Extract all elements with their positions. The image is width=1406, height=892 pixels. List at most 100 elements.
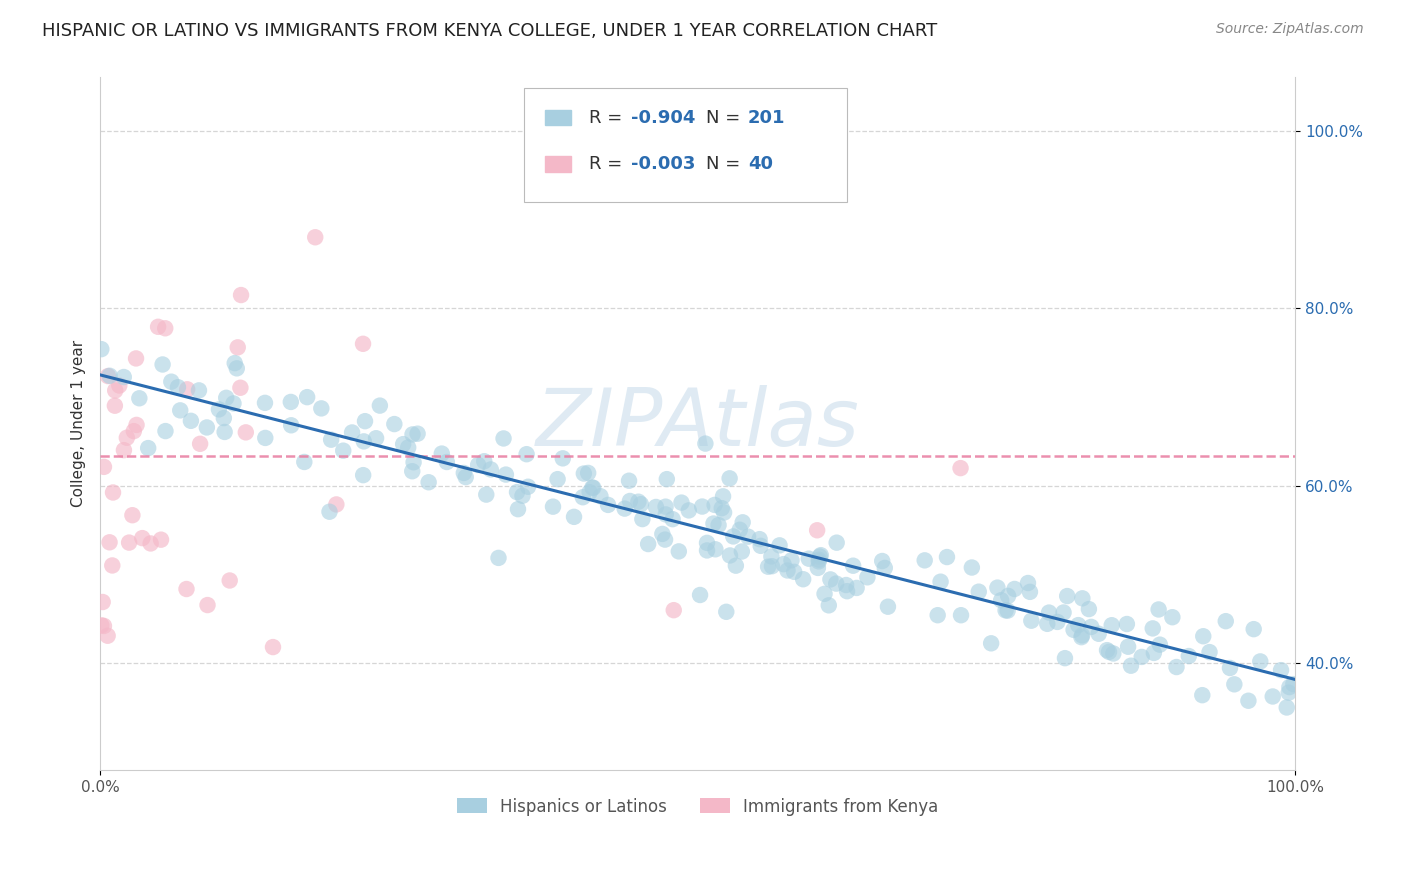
Point: [990, 593, 1012, 607]
Point: [215, 391, 238, 405]
Point: [304, 230, 326, 244]
Point: [870, 554, 893, 568]
Point: [1019, 585, 1042, 599]
Point: [596, 498, 619, 512]
Point: [1077, 602, 1099, 616]
Y-axis label: College, Under 1 year: College, Under 1 year: [72, 340, 86, 508]
Point: [1191, 688, 1213, 702]
Point: [768, 538, 790, 552]
Point: [731, 516, 754, 530]
Point: [1052, 606, 1074, 620]
Point: [756, 559, 779, 574]
Point: [630, 497, 652, 511]
Point: [980, 636, 1002, 650]
Point: [994, 603, 1017, 617]
Point: [382, 417, 405, 431]
Point: [825, 535, 848, 549]
Point: [967, 584, 990, 599]
Point: [262, 640, 284, 654]
Point: [1070, 630, 1092, 644]
Point: [1098, 645, 1121, 659]
Point: [960, 560, 983, 574]
Point: [718, 549, 741, 563]
Point: [1278, 680, 1301, 694]
Point: [1198, 645, 1220, 659]
Point: [572, 467, 595, 481]
Point: [495, 467, 517, 482]
Point: [619, 494, 641, 508]
Point: [776, 564, 799, 578]
Point: [354, 414, 377, 428]
Point: [352, 336, 374, 351]
Point: [97, 629, 120, 643]
Point: [792, 572, 814, 586]
Point: [668, 544, 690, 558]
Point: [1270, 663, 1292, 677]
Point: [1147, 602, 1170, 616]
Point: [401, 427, 423, 442]
Point: [1223, 677, 1246, 691]
Point: [118, 535, 141, 549]
Point: [631, 512, 654, 526]
Point: [1243, 622, 1265, 636]
Point: [810, 548, 832, 562]
Point: [1166, 660, 1188, 674]
Point: [492, 432, 515, 446]
Point: [1130, 649, 1153, 664]
Point: [436, 455, 458, 469]
Point: [90, 342, 112, 356]
Point: [728, 523, 751, 537]
Point: [737, 530, 759, 544]
Text: -0.904: -0.904: [631, 109, 695, 127]
Point: [295, 390, 318, 404]
Point: [292, 455, 315, 469]
Point: [572, 490, 595, 504]
Point: [562, 509, 585, 524]
Point: [208, 402, 231, 417]
Point: [112, 443, 135, 458]
Point: [696, 543, 718, 558]
Point: [155, 321, 177, 335]
Point: [645, 500, 668, 514]
Point: [1142, 621, 1164, 635]
Point: [690, 500, 713, 514]
Point: [392, 437, 415, 451]
Point: [637, 537, 659, 551]
Point: [724, 558, 747, 573]
Point: [702, 516, 724, 531]
Point: [1021, 614, 1043, 628]
Point: [467, 458, 489, 472]
Point: [91, 595, 114, 609]
Point: [613, 501, 636, 516]
Point: [197, 598, 219, 612]
Point: [661, 512, 683, 526]
Point: [506, 485, 529, 500]
Point: [98, 368, 121, 383]
Point: [97, 369, 120, 384]
Point: [856, 570, 879, 584]
Point: [654, 533, 676, 547]
Point: [783, 565, 806, 579]
Point: [225, 361, 247, 376]
Point: [1261, 690, 1284, 704]
Point: [253, 396, 276, 410]
Point: [1149, 638, 1171, 652]
Point: [139, 536, 162, 550]
Point: [696, 536, 718, 550]
Point: [662, 603, 685, 617]
Point: [212, 411, 235, 425]
Point: [401, 464, 423, 478]
FancyBboxPatch shape: [544, 110, 571, 125]
Point: [108, 378, 131, 392]
Point: [101, 485, 124, 500]
Point: [1116, 640, 1139, 654]
Point: [582, 481, 605, 495]
Point: [1102, 647, 1125, 661]
Point: [176, 382, 198, 396]
Point: [352, 468, 374, 483]
Point: [125, 417, 148, 432]
Point: [226, 340, 249, 354]
Point: [235, 425, 257, 440]
Point: [229, 288, 252, 302]
Point: [180, 414, 202, 428]
